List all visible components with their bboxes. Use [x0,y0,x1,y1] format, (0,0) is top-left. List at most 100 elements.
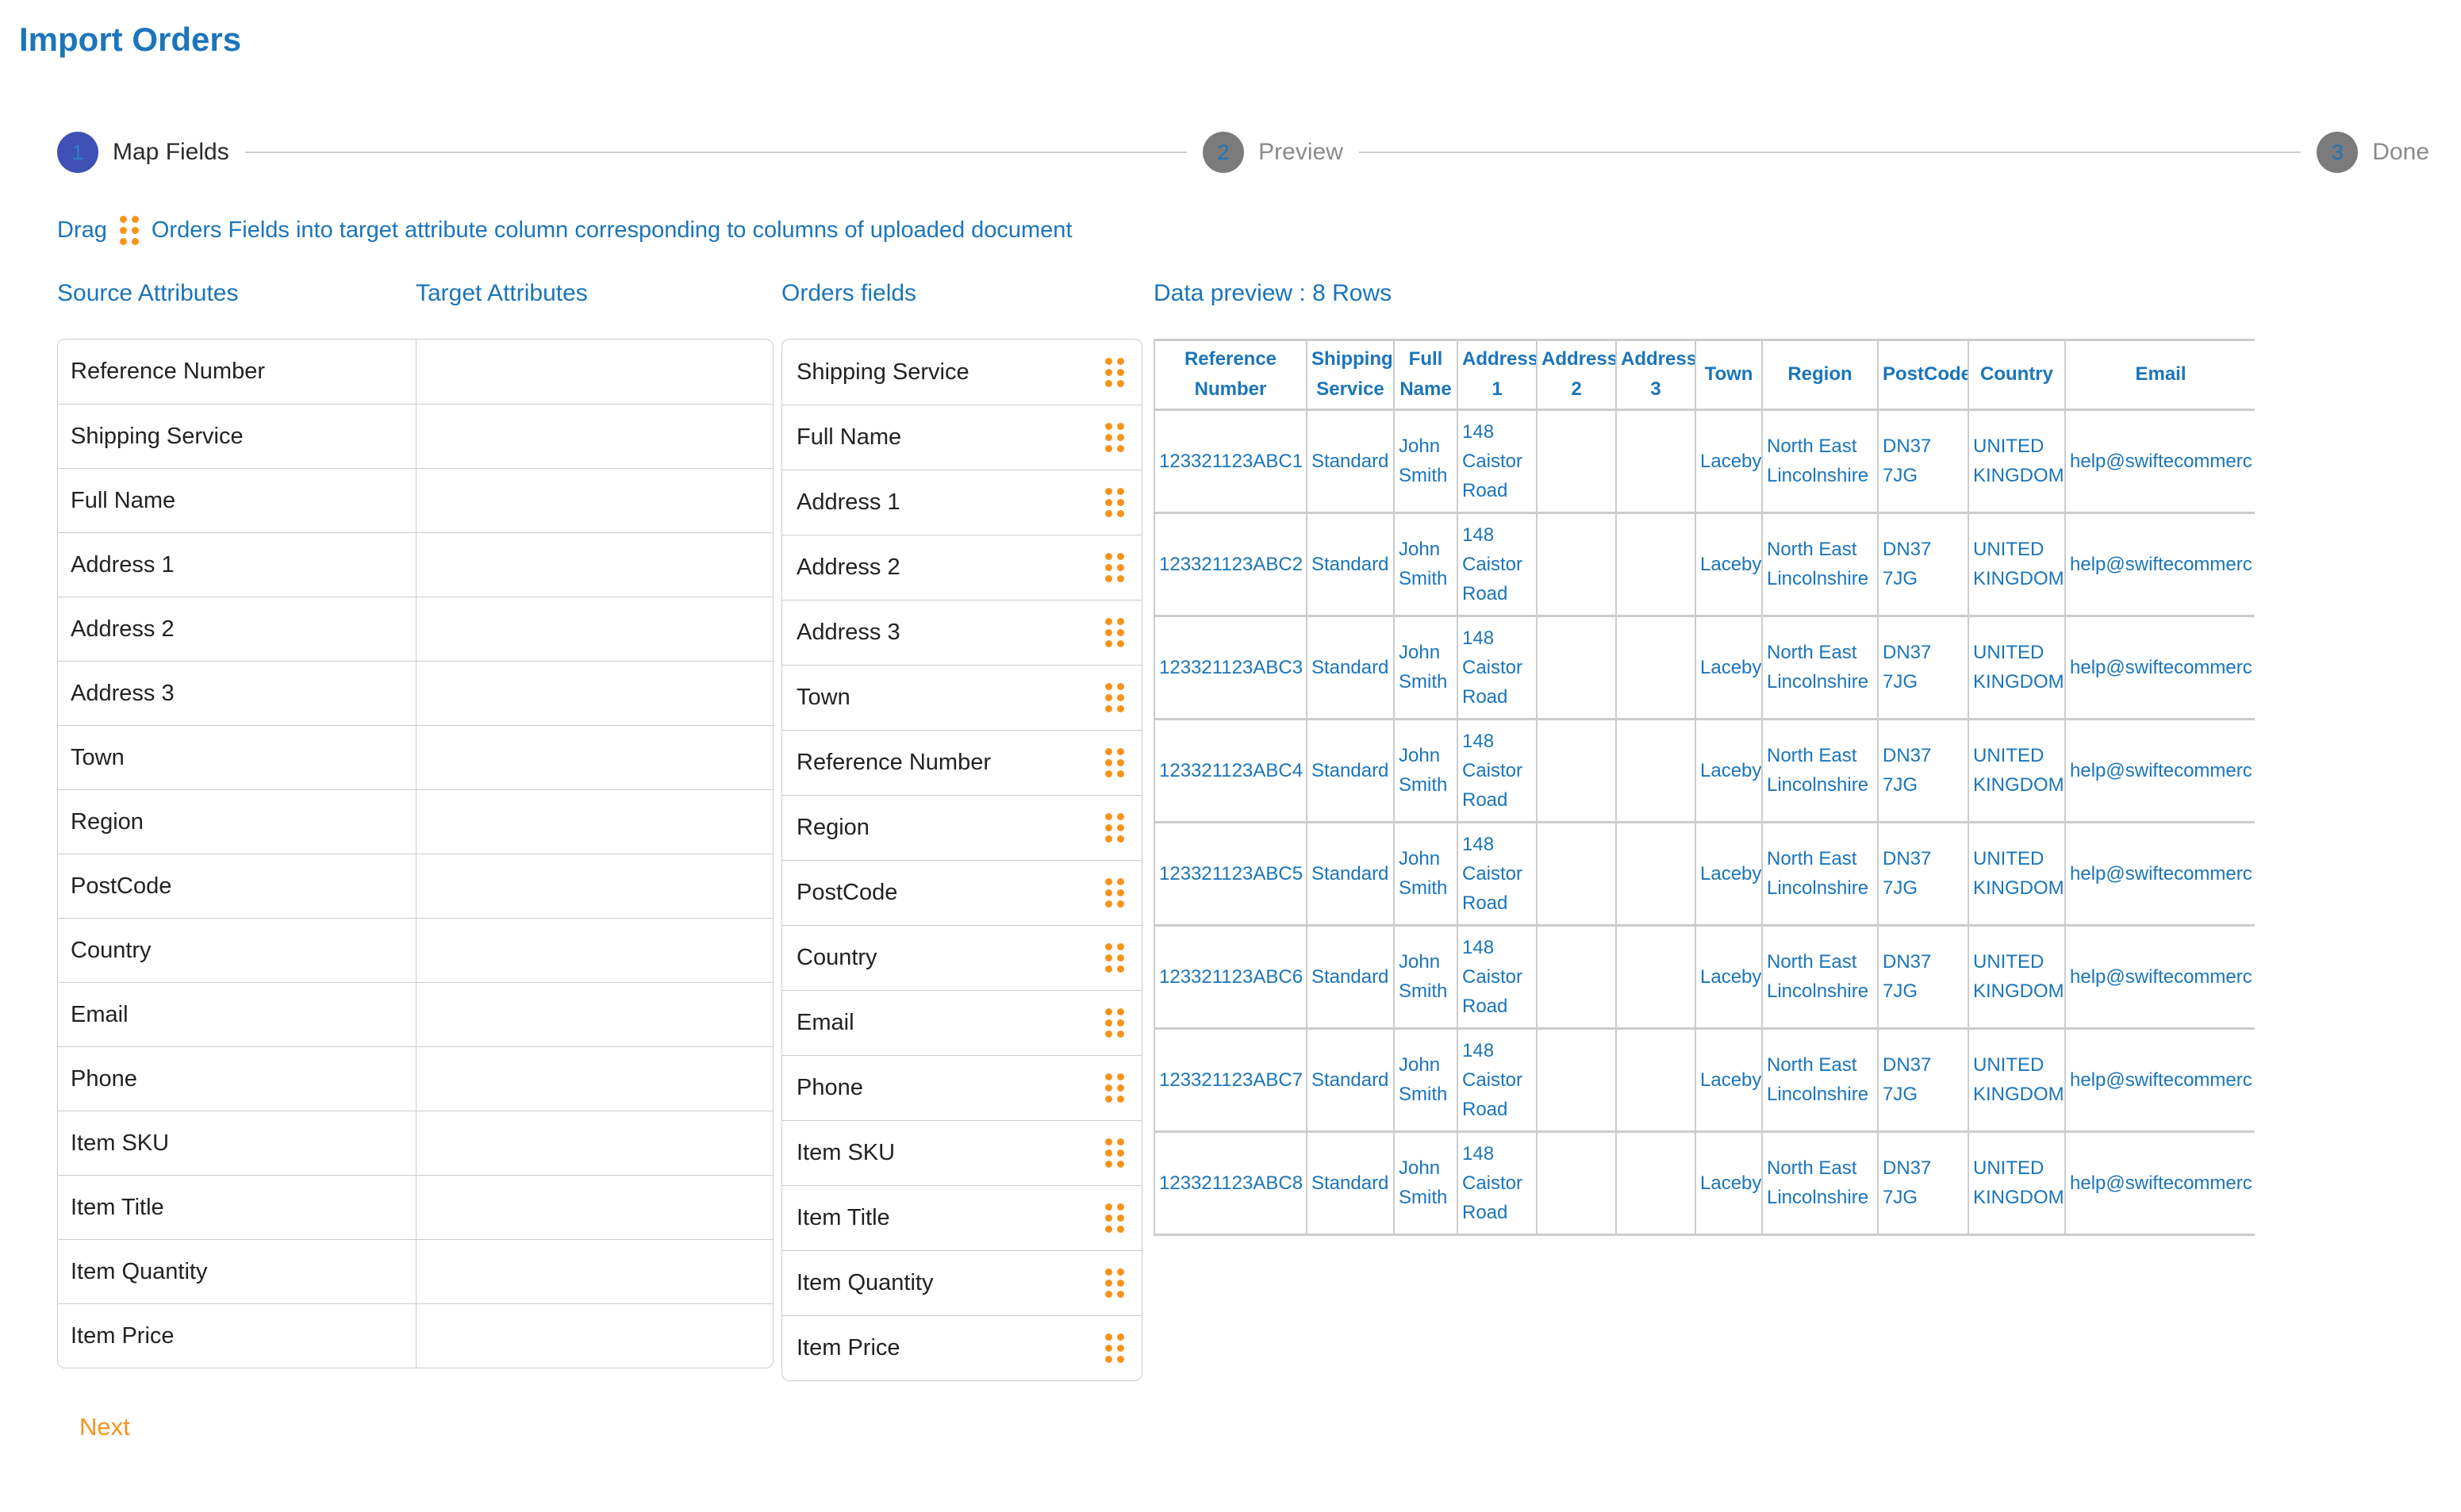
target-attribute-dropzone[interactable] [417,1176,773,1239]
preview-cell: UNITED KINGDOM [1968,1028,2065,1133]
orders-field-label: Address 1 [797,489,900,515]
target-attribute-dropzone[interactable] [417,597,773,661]
preview-cell: 148 Caistor Road [1457,719,1537,823]
source-attributes-header: Source Attributes [57,280,239,306]
drag-handle-icon[interactable] [1105,683,1124,712]
drag-handle-icon[interactable] [1105,357,1124,387]
drag-handle-icon[interactable] [1105,813,1124,842]
drag-handle-icon[interactable] [1105,1334,1124,1363]
preview-cell: John Smith [1393,1131,1457,1236]
mapping-row: Region [58,789,773,854]
target-attribute-dropzone[interactable] [417,1304,773,1368]
orders-field-item[interactable]: Item SKU [782,1120,1142,1185]
stepper-connector-line [1358,152,2302,153]
drag-handle-icon[interactable] [1105,423,1124,452]
drag-handle-icon[interactable] [1105,618,1124,647]
orders-field-item[interactable]: Item Quantity [782,1250,1142,1315]
preview-cell: DN37 7JG [1877,1131,1968,1236]
target-attribute-dropzone[interactable] [417,983,773,1046]
preview-row: 123321123ABC2 Standard John Smith 148 Caist… [1154,512,2255,617]
orders-field-label: Full Name [797,424,902,450]
drag-handle-icon[interactable] [1105,1138,1124,1168]
drag-handle-icon[interactable] [1105,1268,1124,1298]
preview-header-cell: Region [1761,339,1878,411]
drag-handle-icon[interactable] [1105,1073,1124,1103]
preview-cell [1536,719,1616,823]
target-attribute-dropzone[interactable] [417,533,773,597]
drag-handle-icon[interactable] [1105,553,1124,582]
source-attribute-cell: Item SKU [58,1111,417,1175]
stepper-connector-line [244,152,1188,153]
preview-cell: 123321123ABC2 [1154,512,1307,617]
drag-handle-icon[interactable] [1105,878,1124,908]
orders-field-label: Address 2 [797,555,900,580]
target-attribute-dropzone[interactable] [417,469,773,532]
target-attribute-dropzone[interactable] [417,405,773,468]
mapping-row: Email [58,982,773,1046]
source-attribute-cell: Item Quantity [58,1240,417,1303]
preview-row: 123321123ABC5 Standard John Smith 148 Caist… [1154,822,2255,927]
orders-field-item[interactable]: Reference Number [782,730,1142,795]
source-attribute-cell: Reference Number [58,340,417,404]
preview-cell: Laceby [1695,409,1762,514]
preview-header-cell: Address 3 [1615,339,1695,411]
orders-field-item[interactable]: Shipping Service [782,340,1142,405]
drag-handle-icon[interactable] [1105,1008,1124,1038]
target-attribute-dropzone[interactable] [417,726,773,789]
mapping-row: Item Quantity [58,1239,773,1303]
orders-field-item[interactable]: Address 3 [782,600,1142,665]
data-preview-table: Reference Number Shipping Service Full Nam… [1154,339,2255,1236]
preview-cell: John Smith [1393,925,1457,1030]
orders-field-item[interactable]: Full Name [782,405,1142,470]
preview-row: 123321123ABC1 Standard John Smith 148 Caist… [1154,409,2255,514]
preview-cell: Laceby [1695,512,1762,617]
drag-handle-icon[interactable] [1105,1203,1124,1233]
instruction-text: Drag Orders Fields into target attribute… [57,216,2461,245]
orders-field-item[interactable]: Phone [782,1055,1142,1120]
orders-field-item[interactable]: Country [782,925,1142,990]
preview-cell: Laceby [1695,822,1762,927]
drag-handle-icon[interactable] [1105,943,1124,973]
target-attribute-dropzone[interactable] [417,340,773,404]
orders-field-item[interactable]: Email [782,990,1142,1055]
preview-cell: Standard [1306,1028,1394,1133]
preview-cell: UNITED KINGDOM [1968,409,2065,514]
target-attribute-dropzone[interactable] [417,1111,773,1175]
mapping-row: Shipping Service [58,404,773,468]
orders-field-label: Item Title [797,1205,890,1230]
preview-cell [1615,409,1695,514]
source-attribute-cell: Address 3 [58,662,417,725]
preview-header-cell: Email [2064,339,2255,411]
orders-field-item[interactable]: PostCode [782,860,1142,925]
target-attribute-dropzone[interactable] [417,662,773,725]
orders-field-item[interactable]: Item Price [782,1315,1142,1380]
target-attribute-dropzone[interactable] [417,919,773,982]
target-attribute-dropzone[interactable] [417,1240,773,1303]
preview-cell: Standard [1306,719,1394,823]
preview-cell: 148 Caistor Road [1457,616,1537,720]
preview-cell: help@swiftecommerc [2064,1028,2255,1133]
orders-field-item[interactable]: Region [782,795,1142,860]
orders-field-item[interactable]: Town [782,665,1142,730]
next-button[interactable]: Next [79,1413,130,1441]
orders-field-label: Phone [797,1075,863,1100]
orders-field-item[interactable]: Address 1 [782,470,1142,535]
main-content: Reference Number Shipping Service Full Nam… [57,339,2461,1381]
orders-field-item[interactable]: Item Title [782,1185,1142,1250]
target-attribute-dropzone[interactable] [417,1047,773,1111]
preview-cell: 123321123ABC5 [1154,822,1307,927]
drag-handle-icon[interactable] [1105,488,1124,517]
preview-cell: John Smith [1393,409,1457,514]
preview-cell: DN37 7JG [1877,925,1968,1030]
orders-field-item[interactable]: Address 2 [782,535,1142,600]
preview-cell: North East Lincolnshire [1761,512,1878,617]
target-attribute-dropzone[interactable] [417,790,773,854]
target-attribute-dropzone[interactable] [417,854,773,918]
preview-cell: Standard [1306,1131,1394,1236]
source-attribute-cell: Town [58,726,417,789]
preview-cell: North East Lincolnshire [1761,409,1878,514]
drag-handle-icon[interactable] [1105,748,1124,777]
preview-cell [1536,616,1616,720]
preview-cell: Standard [1306,409,1394,514]
preview-cell: 148 Caistor Road [1457,925,1537,1030]
